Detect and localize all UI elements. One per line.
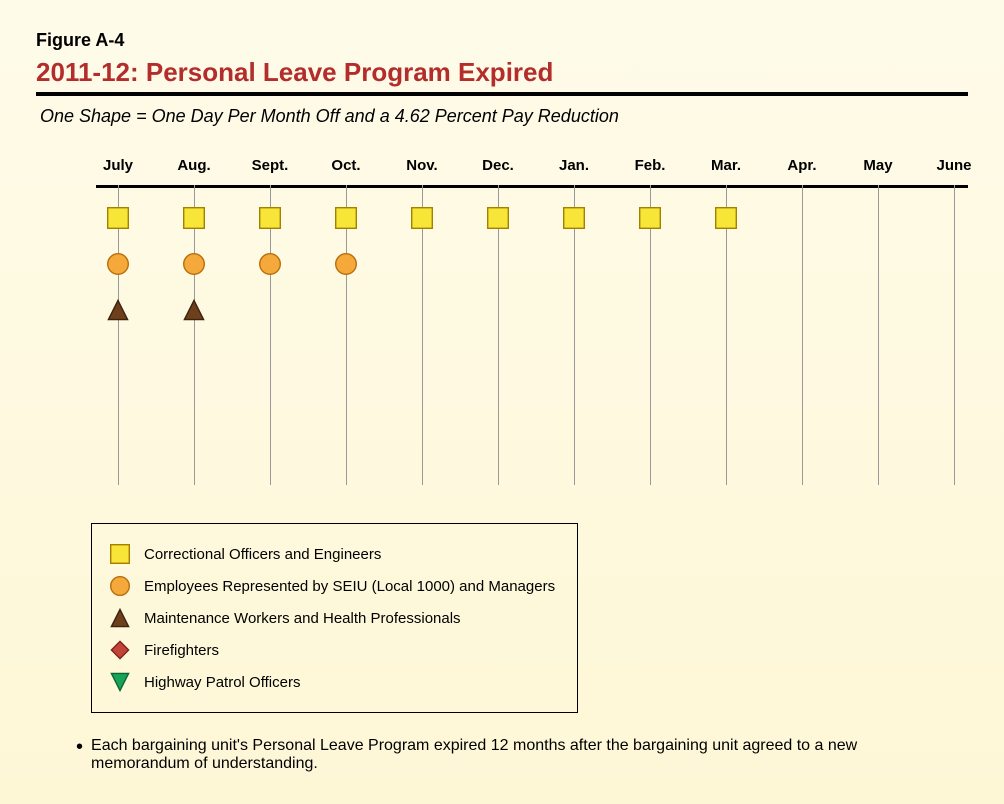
correctional-marker — [335, 207, 357, 229]
month-label: Mar. — [711, 157, 741, 178]
gridline — [954, 185, 955, 485]
maintenance-marker — [107, 299, 129, 321]
footnote: • Each bargaining unit's Personal Leave … — [76, 737, 948, 773]
gridline — [878, 185, 879, 485]
gridline — [802, 185, 803, 485]
square-icon — [108, 542, 132, 566]
chart-area: July Aug. Sept. Oct. Nov. Dec. Jan. Feb. Mar. Apr… — [106, 157, 948, 517]
month-label: May — [863, 157, 892, 178]
correctional-marker — [563, 207, 585, 229]
legend-item-seiu: Employees Represented by SEIU (Local 100… — [108, 574, 555, 598]
seiu-marker — [335, 253, 357, 275]
gridline — [346, 185, 347, 485]
chart-title: 2011-12: Personal Leave Program Expired — [36, 57, 968, 88]
gridline — [726, 185, 727, 485]
month-label: Nov. — [406, 157, 437, 178]
correctional-marker — [639, 207, 661, 229]
correctional-marker — [411, 207, 433, 229]
figure-label: Figure A-4 — [36, 30, 968, 51]
correctional-marker — [259, 207, 281, 229]
legend-label: Maintenance Workers and Health Professio… — [144, 610, 461, 627]
legend-label: Correctional Officers and Engineers — [144, 546, 381, 563]
legend: Correctional Officers and Engineers Emplo… — [91, 523, 578, 713]
month-label: July — [103, 157, 133, 178]
legend-item-firefighters: Firefighters — [108, 638, 555, 662]
gridline — [498, 185, 499, 485]
legend-item-maintenance: Maintenance Workers and Health Professio… — [108, 606, 555, 630]
legend-label: Employees Represented by SEIU (Local 100… — [144, 578, 555, 595]
month-label: Apr. — [787, 157, 816, 178]
inverted-triangle-icon — [108, 670, 132, 694]
legend-label: Firefighters — [144, 642, 219, 659]
legend-item-highway: Highway Patrol Officers — [108, 670, 555, 694]
chart-subtitle: One Shape = One Day Per Month Off and a … — [40, 106, 968, 127]
month-label: Feb. — [635, 157, 666, 178]
gridline — [118, 185, 119, 485]
gridline — [270, 185, 271, 485]
timeline: July Aug. Sept. Oct. Nov. Dec. Jan. Feb. Mar. Apr… — [106, 157, 948, 517]
month-label: Oct. — [331, 157, 360, 178]
gridline — [422, 185, 423, 485]
seiu-marker — [259, 253, 281, 275]
diamond-icon — [108, 638, 132, 662]
title-rule — [36, 92, 968, 96]
legend-label: Highway Patrol Officers — [144, 674, 300, 691]
bullet-icon: • — [76, 738, 83, 756]
month-label: Dec. — [482, 157, 514, 178]
maintenance-marker — [183, 299, 205, 321]
correctional-marker — [107, 207, 129, 229]
seiu-marker — [183, 253, 205, 275]
gridline — [574, 185, 575, 485]
footnote-text: Each bargaining unit's Personal Leave Pr… — [91, 737, 948, 773]
triangle-icon — [108, 606, 132, 630]
circle-icon — [108, 574, 132, 598]
correctional-marker — [183, 207, 205, 229]
gridline — [650, 185, 651, 485]
month-label: Jan. — [559, 157, 589, 178]
gridline — [194, 185, 195, 485]
seiu-marker — [107, 253, 129, 275]
correctional-marker — [487, 207, 509, 229]
month-label: Aug. — [177, 157, 210, 178]
month-label: June — [936, 157, 971, 178]
legend-item-correctional: Correctional Officers and Engineers — [108, 542, 555, 566]
correctional-marker — [715, 207, 737, 229]
month-label: Sept. — [252, 157, 289, 178]
